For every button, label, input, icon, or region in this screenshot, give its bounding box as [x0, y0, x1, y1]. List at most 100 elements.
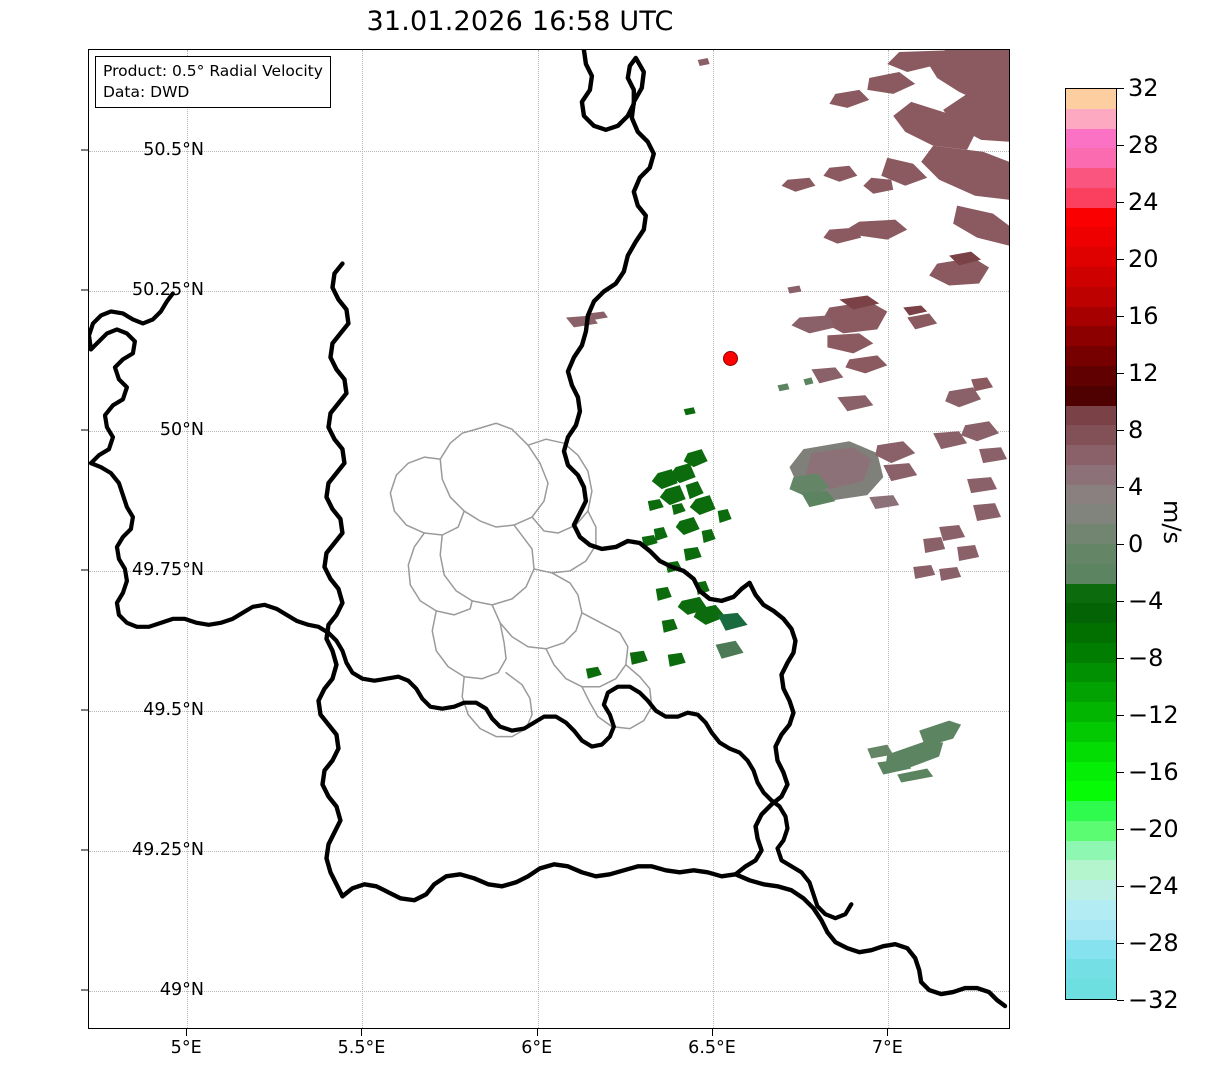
colorbar-band — [1066, 801, 1116, 821]
page-title: 31.01.2026 16:58 UTC — [366, 6, 674, 37]
colorbar-unit-label: m/s — [1158, 500, 1186, 544]
colorbar-band — [1066, 405, 1116, 426]
colorbar-band — [1066, 682, 1116, 703]
longitude-tick-mark — [536, 1029, 538, 1036]
colorbar-tick-mark — [1117, 373, 1124, 374]
longitude-tick-label: 6.5°E — [688, 1038, 736, 1058]
latitude-tick-label: 50.5°N — [143, 139, 204, 160]
colorbar-tick-label: −16 — [1128, 758, 1179, 786]
gridline-horizontal — [89, 430, 1009, 432]
colorbar-tick-label: 28 — [1128, 131, 1159, 159]
latitude-tick-mark — [81, 149, 88, 151]
region-boundaries — [389, 422, 653, 738]
colorbar-tick-mark — [1117, 487, 1124, 488]
colorbar-tick-label: 20 — [1128, 245, 1159, 273]
colorbar-tick-mark — [1117, 658, 1124, 659]
colorbar-tick-mark — [1117, 943, 1124, 944]
colorbar-tick-mark — [1117, 430, 1124, 431]
colorbar-band — [1066, 346, 1116, 366]
colorbar-band — [1066, 741, 1116, 762]
colorbar-tick-label: 12 — [1128, 359, 1159, 387]
gridline-vertical — [537, 50, 539, 1028]
longitude-tick-mark — [361, 1029, 363, 1036]
gridline-horizontal — [89, 850, 1009, 852]
colorbar-band — [1066, 108, 1116, 129]
longitude-tick-label: 6°E — [521, 1038, 553, 1058]
colorbar-tick-label: −4 — [1128, 587, 1164, 615]
radar-site-icon[interactable] — [723, 350, 739, 366]
colorbar-tick-mark — [1117, 316, 1124, 317]
colorbar-tick-label: 8 — [1128, 416, 1144, 444]
colorbar-band — [1066, 464, 1116, 485]
country-borders — [316, 50, 1008, 1009]
colorbar[interactable] — [1065, 88, 1117, 1000]
colorbar-band — [1066, 128, 1116, 149]
latitude-tick-label: 50.25°N — [132, 279, 204, 300]
colorbar-gradient — [1065, 88, 1117, 1000]
colorbar-tick-mark — [1117, 259, 1124, 260]
longitude-tick-mark — [712, 1029, 713, 1036]
latitude-tick-mark — [81, 989, 88, 991]
gridline-horizontal — [89, 990, 1009, 992]
latitude-tick-mark — [81, 289, 88, 291]
colorbar-band — [1066, 385, 1116, 406]
colorbar-tick-mark — [1117, 145, 1124, 146]
longitude-tick-mark — [887, 1029, 889, 1036]
colorbar-tick-label: −24 — [1128, 872, 1179, 900]
info-product-line: Product: 0.5° Radial Velocity — [103, 62, 323, 80]
colorbar-band — [1066, 563, 1116, 584]
latitude-tick-mark — [81, 569, 88, 571]
colorbar-band — [1066, 484, 1116, 505]
colorbar-tick-mark — [1117, 544, 1124, 545]
colorbar-band — [1066, 187, 1116, 208]
colorbar-tick-mark — [1117, 772, 1124, 773]
colorbar-tick-mark — [1117, 202, 1124, 203]
colorbar-band — [1066, 306, 1116, 327]
colorbar-band — [1066, 880, 1116, 901]
colorbar-band — [1066, 642, 1116, 663]
colorbar-tick-label: 0 — [1128, 530, 1144, 558]
info-box: Product: 0.5° Radial Velocity Data: DWD — [95, 56, 331, 109]
echo-group-inbound — [585, 377, 962, 783]
colorbar-band — [1066, 603, 1116, 624]
colorbar-band — [1066, 445, 1116, 465]
colorbar-tick-mark — [1117, 829, 1124, 830]
west-country-border — [89, 291, 854, 921]
colorbar-tick-label: 4 — [1128, 473, 1144, 501]
colorbar-band — [1066, 623, 1116, 643]
latitude-tick-mark — [81, 849, 88, 851]
radar-map-axes[interactable] — [88, 49, 1010, 1029]
colorbar-band — [1066, 900, 1116, 920]
colorbar-band — [1066, 504, 1116, 525]
latitude-tick-label: 50°N — [159, 419, 204, 440]
longitude-tick-mark — [186, 1029, 188, 1036]
colorbar-tick-mark — [1117, 601, 1124, 602]
latitude-tick-label: 49°N — [159, 979, 204, 1000]
colorbar-tick-label: −28 — [1128, 929, 1179, 957]
gridline-horizontal — [89, 710, 1009, 712]
colorbar-tick-label: −20 — [1128, 815, 1179, 843]
colorbar-band — [1066, 840, 1116, 861]
latitude-tick-label: 49.5°N — [143, 699, 204, 720]
echo-group-outbound — [565, 50, 1009, 581]
colorbar-band — [1066, 702, 1116, 722]
colorbar-tick-label: 32 — [1128, 74, 1159, 102]
colorbar-band — [1066, 919, 1116, 940]
colorbar-band — [1066, 820, 1116, 841]
colorbar-band — [1066, 939, 1116, 960]
latitude-tick-label: 49.25°N — [132, 839, 204, 860]
colorbar-tick-mark — [1117, 1000, 1124, 1001]
colorbar-band — [1066, 326, 1116, 347]
colorbar-band — [1066, 524, 1116, 544]
colorbar-band — [1066, 227, 1116, 248]
colorbar-band — [1066, 781, 1116, 802]
colorbar-band — [1066, 267, 1116, 287]
latitude-tick-label: 49.75°N — [132, 559, 204, 580]
colorbar-tick-label: −8 — [1128, 644, 1164, 672]
colorbar-band — [1066, 959, 1116, 980]
colorbar-tick-mark — [1117, 715, 1124, 716]
colorbar-band — [1066, 860, 1116, 881]
gridline-horizontal — [89, 290, 1009, 292]
gridline-horizontal — [89, 570, 1009, 572]
gridline-vertical — [888, 50, 890, 1028]
